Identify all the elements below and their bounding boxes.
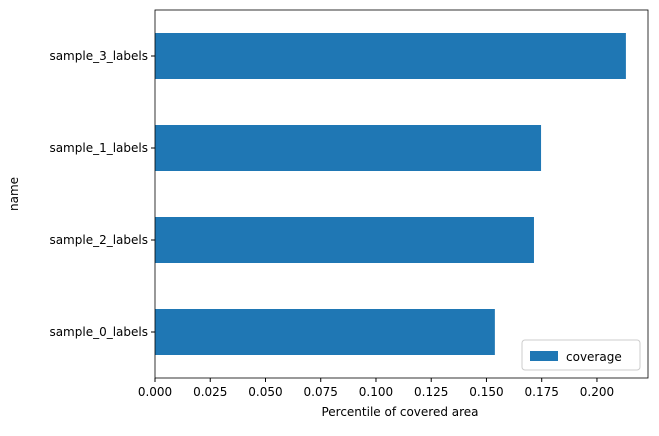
- legend: coverage: [521, 339, 641, 371]
- x-tick-label: 0.000: [138, 385, 172, 399]
- x-tick-label: 0.150: [469, 385, 503, 399]
- bar: [155, 309, 495, 355]
- y-tick-label: sample_3_labels: [49, 49, 148, 63]
- x-tick-label: 0.175: [525, 385, 559, 399]
- x-tick-label: 0.075: [304, 385, 338, 399]
- bar: [155, 33, 626, 79]
- bar: [155, 217, 534, 263]
- y-tick-label: sample_0_labels: [49, 325, 148, 339]
- bar: [155, 125, 542, 171]
- x-tick-label: 0.125: [414, 385, 448, 399]
- x-axis-label: Percentile of covered area: [321, 405, 478, 419]
- x-tick-label: 0.025: [193, 385, 227, 399]
- x-tick-label: 0.050: [248, 385, 282, 399]
- y-axis-label: name: [7, 177, 21, 211]
- plot-frame: [154, 9, 649, 379]
- x-tick-label: 0.100: [359, 385, 393, 399]
- legend-swatch: [530, 351, 558, 361]
- y-tick-label: sample_2_labels: [49, 233, 148, 247]
- y-tick-label: sample_1_labels: [49, 141, 148, 155]
- x-tick-label: 0.200: [580, 385, 614, 399]
- legend-label: coverage: [566, 350, 622, 364]
- legend-box: [521, 339, 641, 371]
